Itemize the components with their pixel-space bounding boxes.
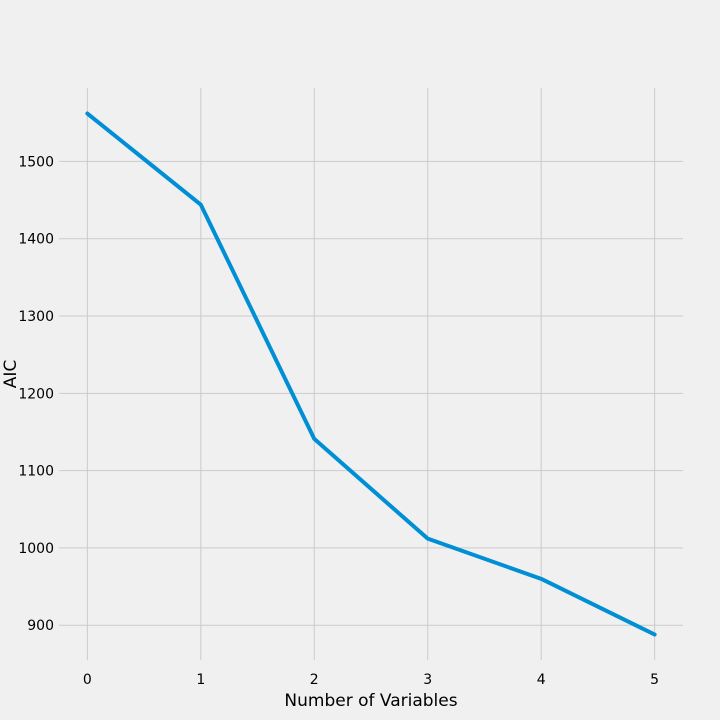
y-tick-label: 1500 bbox=[18, 154, 54, 170]
x-tick-label: 3 bbox=[423, 672, 432, 688]
x-axis-title: Number of Variables bbox=[284, 691, 457, 711]
x-tick-label: 4 bbox=[537, 672, 546, 688]
series-layer bbox=[85, 111, 657, 637]
x-tick-label: 2 bbox=[310, 672, 319, 688]
x-tick-label: 5 bbox=[650, 672, 659, 688]
y-tick-label: 900 bbox=[27, 618, 54, 634]
y-tick-label: 1400 bbox=[18, 232, 54, 248]
y-tick-label: 1000 bbox=[18, 541, 54, 557]
x-tick-label: 1 bbox=[196, 672, 205, 688]
y-axis-title: AIC bbox=[1, 360, 21, 389]
series-line bbox=[85, 111, 657, 637]
y-tick-label: 1300 bbox=[18, 309, 54, 325]
grid bbox=[59, 88, 683, 660]
y-tick-label: 1200 bbox=[18, 386, 54, 402]
x-tick-label: 0 bbox=[83, 672, 92, 688]
y-tick-label: 1100 bbox=[18, 464, 54, 480]
tick-labels: 0 1 2 3 4 5 900 1000 1100 1200 1300 1400 1500 bbox=[18, 154, 659, 688]
